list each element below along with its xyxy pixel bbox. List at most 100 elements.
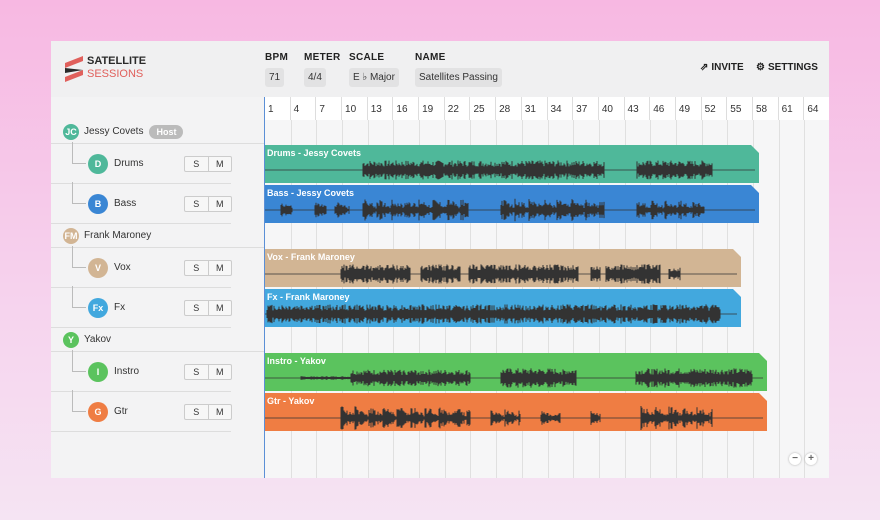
- tree-connector: [72, 182, 86, 204]
- tree-connector: [72, 390, 86, 412]
- track-row: D Drums S M: [51, 142, 232, 184]
- invite-button[interactable]: ⇗ INVITE: [700, 62, 744, 73]
- meter-label: METER: [304, 52, 341, 63]
- ruler-tick: 58: [751, 97, 778, 120]
- waveform-path: [301, 368, 752, 387]
- gear-icon: ⚙: [756, 62, 765, 73]
- ruler-tick: 52: [700, 97, 727, 120]
- track-name: Gtr: [114, 406, 128, 417]
- track-avatar: V: [88, 258, 108, 278]
- name-label: NAME: [415, 52, 446, 63]
- waveform: [265, 261, 741, 287]
- mute-button[interactable]: M: [207, 261, 232, 275]
- ruler-tick: 16: [392, 97, 418, 120]
- ruler-tick: 46: [649, 97, 675, 120]
- logo-icon: [65, 56, 83, 82]
- ruler-tick: 31: [520, 97, 547, 120]
- track-name: Instro: [114, 366, 140, 377]
- solo-button[interactable]: S: [193, 367, 200, 377]
- waveform: [265, 301, 741, 327]
- bpm-input[interactable]: 71: [265, 68, 285, 87]
- logo-text: SATELLITE SESSIONS: [87, 55, 146, 81]
- meter-field: METER 4/4: [304, 52, 341, 87]
- session-window: SATELLITE SESSIONS BPM 71 METER 4/4 SCALE E…: [51, 41, 829, 478]
- audio-clip[interactable]: Instro - Yakov: [265, 353, 767, 391]
- ruler-tick: 4: [289, 97, 316, 120]
- logo-line2: SESSIONS: [87, 68, 144, 80]
- track-row: I Instro S M: [51, 350, 232, 392]
- header: SATELLITE SESSIONS BPM 71 METER 4/4 SCALE E…: [51, 41, 829, 97]
- grid-line: [752, 120, 754, 478]
- audio-clip[interactable]: Fx - Frank Maroney: [265, 289, 741, 327]
- user-row: FM Frank Maroney: [51, 224, 264, 248]
- meter-input[interactable]: 4/4: [304, 68, 326, 87]
- ruler-tick: 1: [264, 97, 290, 120]
- clip-title: Vox - Frank Maroney: [267, 252, 355, 262]
- waveform-path: [267, 304, 720, 323]
- timeline-grid[interactable]: Drums - Jessy Covets Bass - Jessy Covets V…: [264, 120, 829, 478]
- track-name: Fx: [114, 302, 126, 313]
- settings-button[interactable]: ⚙ SETTINGS: [756, 62, 818, 73]
- ruler-tick: 22: [443, 97, 470, 120]
- track-row: B Bass S M: [51, 182, 232, 224]
- user-avatar: JC: [63, 123, 79, 140]
- track-row: Fx Fx S M: [51, 286, 232, 328]
- solo-button[interactable]: S: [193, 303, 200, 313]
- bpm-field: BPM 71: [265, 52, 288, 87]
- solo-button[interactable]: S: [193, 199, 200, 209]
- waveform: [265, 157, 759, 183]
- mute-button[interactable]: M: [207, 365, 232, 379]
- ruler-tick: 34: [546, 97, 573, 120]
- clip-title: Fx - Frank Maroney: [267, 292, 350, 302]
- name-input[interactable]: Satellites Passing: [415, 68, 502, 87]
- scale-input[interactable]: E ♭ Major: [349, 68, 399, 87]
- audio-clip[interactable]: Vox - Frank Maroney: [265, 249, 741, 287]
- logo-line1: SATELLITE: [87, 55, 147, 67]
- zoom-in-button[interactable]: +: [805, 453, 817, 465]
- tree-connector: [72, 350, 86, 372]
- solo-button[interactable]: S: [193, 263, 200, 273]
- audio-clip[interactable]: Bass - Jessy Covets: [265, 185, 759, 223]
- track-row: G Gtr S M: [51, 390, 232, 432]
- mute-button[interactable]: M: [207, 197, 232, 211]
- mute-button[interactable]: M: [207, 301, 232, 315]
- zoom-out-button[interactable]: −: [789, 453, 801, 465]
- clip-title: Bass - Jessy Covets: [267, 188, 355, 198]
- ruler-tick: 64: [803, 97, 829, 120]
- solo-button[interactable]: S: [193, 159, 200, 169]
- waveform-path: [341, 406, 712, 430]
- ruler-tick: 61: [777, 97, 804, 120]
- timeline-ruler[interactable]: 1 4 7 10 13 16 19 22 25 28 31 34 37 40 43 46 49 52 55 58 61 6…: [264, 97, 829, 120]
- audio-clip[interactable]: Drums - Jessy Covets: [265, 145, 759, 183]
- ruler-tick: 19: [418, 97, 444, 120]
- ruler-tick: 43: [623, 97, 650, 120]
- tree-connector: [72, 286, 86, 308]
- solo-button[interactable]: S: [193, 407, 200, 417]
- share-icon: ⇗: [700, 62, 709, 73]
- bpm-label: BPM: [265, 52, 289, 63]
- track-avatar: Fx: [88, 298, 108, 318]
- user-row: Y Yakov: [51, 328, 264, 352]
- mute-button[interactable]: M: [207, 157, 232, 171]
- scale-label: SCALE: [349, 52, 385, 63]
- ruler-tick: 49: [674, 97, 701, 120]
- user-name: Yakov: [84, 334, 112, 345]
- waveform: [265, 405, 767, 431]
- ruler-tick: 40: [597, 97, 624, 120]
- clip-title: Drums - Jessy Covets: [267, 148, 362, 158]
- user-row: JC Jessy Covets Host: [51, 120, 264, 144]
- waveform-path: [341, 264, 680, 283]
- user-name: Frank Maroney: [84, 230, 152, 241]
- track-avatar: B: [88, 194, 108, 214]
- mute-button[interactable]: M: [207, 405, 232, 419]
- track-name: Drums: [114, 158, 144, 169]
- track-avatar: D: [88, 154, 108, 174]
- user-avatar: Y: [63, 331, 79, 348]
- audio-clip[interactable]: Gtr - Yakov: [265, 393, 767, 431]
- settings-label: SETTINGS: [767, 62, 818, 73]
- ruler-tick: 10: [341, 97, 367, 120]
